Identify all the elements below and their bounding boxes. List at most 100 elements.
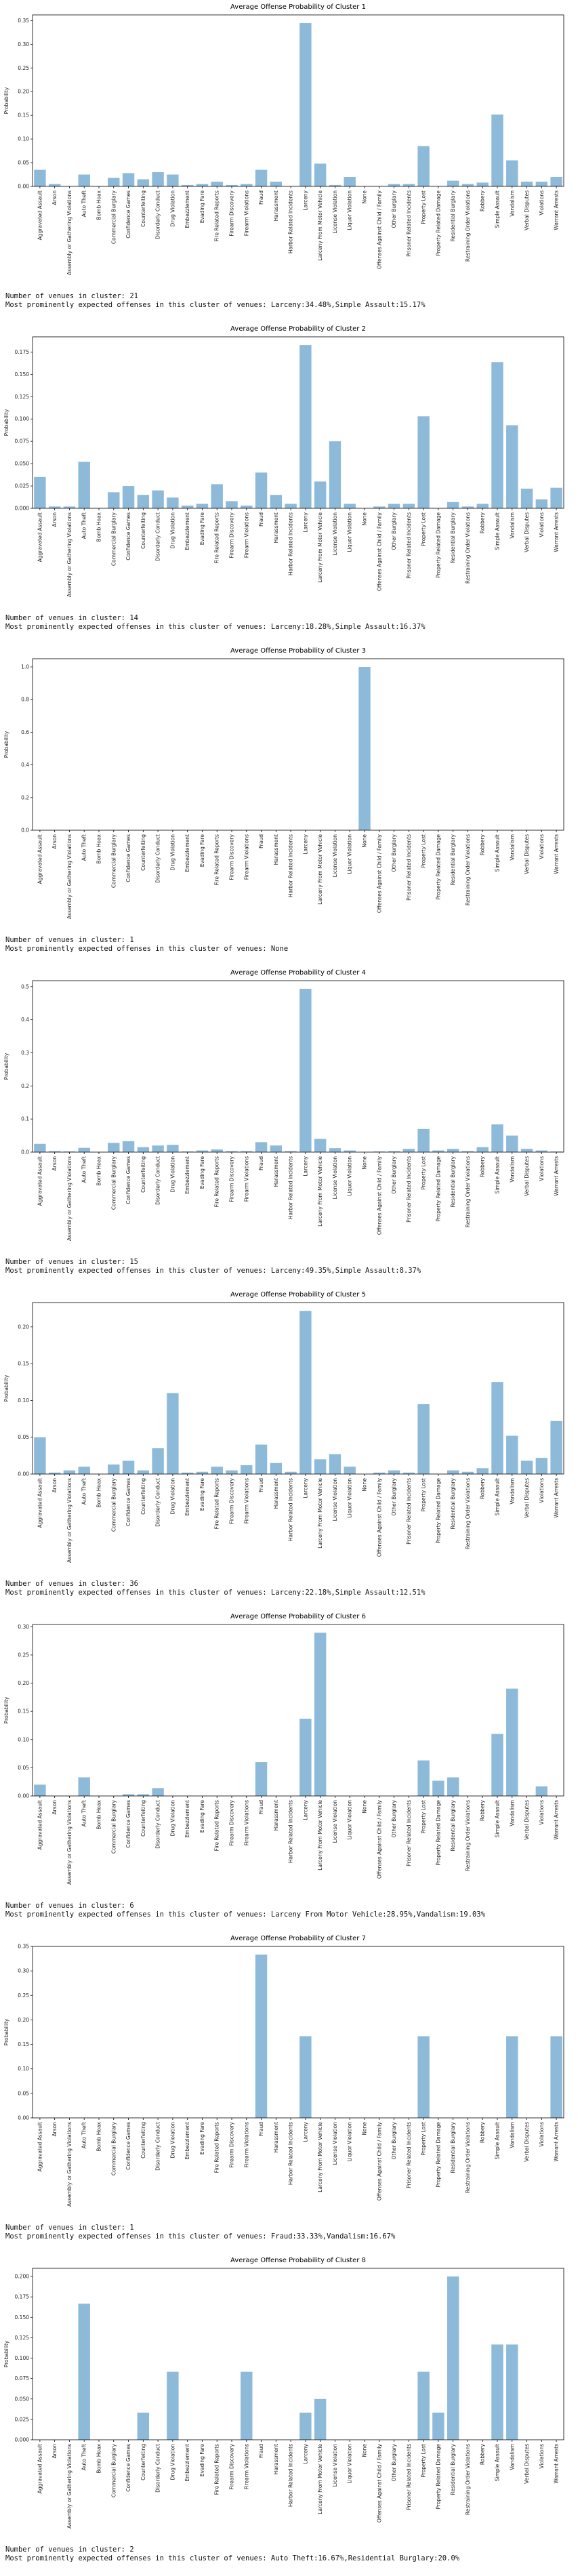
y-tick-label: 0.20 [18, 89, 29, 95]
x-tick-label: Robbery [480, 1156, 486, 1177]
x-tick-label: Other Burglary [391, 190, 397, 228]
bar [461, 1151, 474, 1152]
bar [211, 484, 223, 508]
x-tick-label: Warrant Arrests [554, 2444, 560, 2484]
bar [226, 501, 238, 508]
y-tick-label: 0.150 [15, 371, 30, 377]
bar [167, 174, 179, 186]
bar [137, 2412, 150, 2440]
bar [535, 182, 548, 186]
bar [447, 1470, 459, 1474]
x-tick-label: Confidence Games [125, 1478, 131, 1526]
x-tick-label: Bomb Hoax [96, 512, 102, 541]
x-tick-label: Verbal Disputes [524, 190, 530, 230]
x-tick-label: Bomb Hoax [96, 1156, 102, 1185]
x-tick-label: Property Related Damage [435, 834, 441, 900]
x-tick-label: Liquor Violation [347, 190, 353, 230]
bar [108, 178, 120, 186]
y-axis-label: Probability [3, 1374, 9, 1402]
y-tick-label: 0.5 [21, 983, 29, 989]
x-tick-label: Simple Assault [495, 1800, 501, 1837]
x-tick-label: Larceny [302, 2443, 308, 2463]
bar [476, 504, 489, 508]
y-tick-label: 0.050 [15, 461, 30, 467]
x-tick-label: Property Lost [421, 1800, 427, 1834]
y-tick-label: 0.15 [18, 2041, 29, 2047]
caption: Number of venues in cluster: 6 [5, 1902, 134, 1910]
x-tick-label: Property Related Damage [435, 512, 441, 578]
bar [255, 1955, 268, 2118]
x-tick-label: Firearm Discovery [229, 1477, 235, 1524]
bar [329, 1454, 341, 1474]
x-tick-label: Embezzlement [184, 1478, 190, 1516]
x-tick-label: Aggravated Assault [37, 190, 43, 240]
chart: Average Offense Probability of Cluster 1… [3, 3, 564, 309]
x-tick-label: Confidence Games [125, 2444, 131, 2492]
x-tick-label: Warrant Arrests [554, 1800, 560, 1840]
x-tick-label: Property Lost [421, 834, 427, 868]
x-tick-label: Prisoner Related Incidents [406, 1800, 412, 1866]
chart-title: Average Offense Probability of Cluster 5 [230, 1291, 366, 1299]
x-tick-label: Larceny [302, 1156, 308, 1176]
y-tick-label: 0.25 [18, 65, 29, 71]
y-tick-label: 0.15 [18, 113, 29, 119]
x-tick-label: Disorderly Conduct [155, 190, 161, 239]
x-tick-label: Harassment [273, 2122, 279, 2152]
y-tick-label: 0.2 [21, 1083, 29, 1089]
x-tick-label: Offenses Against Child / Family [376, 1477, 382, 1557]
bar [211, 1149, 223, 1152]
x-tick-label: Property Related Damage [435, 1156, 441, 1222]
plot-frame [32, 980, 564, 1153]
x-tick-label: License Violation [332, 2122, 338, 2165]
bar [491, 114, 503, 186]
bar [506, 2344, 518, 2440]
bar [255, 1762, 268, 1796]
x-tick-label: Arson [51, 834, 58, 849]
x-tick-label: Warrant Arrests [554, 1478, 560, 1518]
x-tick-label: Auto Theft [81, 2122, 87, 2148]
y-tick-label: 0.15 [18, 1709, 29, 1715]
y-tick-label: 0.25 [18, 1652, 29, 1658]
x-tick-label: Embezzlement [184, 512, 190, 550]
y-tick-label: 0.00 [18, 1471, 29, 1477]
y-tick-label: 0.05 [18, 160, 29, 166]
y-tick-label: 0.025 [15, 2416, 30, 2422]
x-tick-label: Commercial Burglary [110, 2443, 117, 2497]
x-tick-label: Commercial Burglary [110, 1799, 117, 1854]
bar [417, 2036, 430, 2118]
x-tick-label: Firearm Violations [243, 1478, 249, 1524]
chart-title: Average Offense Probability of Cluster 7 [230, 1935, 366, 1942]
caption: Most prominently expected offenses in th… [5, 1589, 426, 1597]
x-tick-label: Embezzlement [184, 834, 190, 872]
bar [520, 489, 533, 508]
bar [314, 163, 327, 186]
x-tick-label: Commercial Burglary [110, 190, 117, 244]
y-tick-label: 0.025 [15, 483, 30, 489]
x-tick-label: Evading Fare [199, 1478, 205, 1511]
bar [285, 1151, 297, 1152]
x-tick-label: License Violation [332, 2444, 338, 2487]
y-tick-label: 0.30 [18, 41, 29, 47]
y-tick-label: 0.2 [21, 794, 29, 800]
x-tick-label: Violations [539, 2122, 545, 2147]
x-tick-label: Liquor Violation [347, 1800, 353, 1840]
y-axis-label: Probability [3, 1052, 9, 1080]
y-tick-label: 0.10 [18, 1397, 29, 1404]
caption: Most prominently expected offenses in th… [5, 2232, 396, 2241]
x-tick-label: Other Burglary [391, 2121, 397, 2159]
bar [78, 174, 90, 186]
x-tick-label: Auto Theft [81, 1478, 87, 1505]
x-tick-label: Evading Fare [199, 2444, 205, 2477]
bar [34, 169, 46, 186]
bar [299, 345, 312, 508]
x-tick-label: Property Related Damage [435, 190, 441, 256]
y-tick-label: 0.150 [15, 2314, 30, 2321]
x-tick-label: Robbery [480, 1799, 486, 1821]
bar [181, 1151, 194, 1152]
x-tick-label: Simple Assault [495, 834, 501, 872]
bar [78, 1777, 90, 1796]
bar [34, 1143, 46, 1152]
x-tick-label: Prisoner Related Incidents [406, 190, 412, 257]
bar [402, 1149, 415, 1152]
x-tick-label: Firearm Discovery [229, 1156, 235, 1202]
